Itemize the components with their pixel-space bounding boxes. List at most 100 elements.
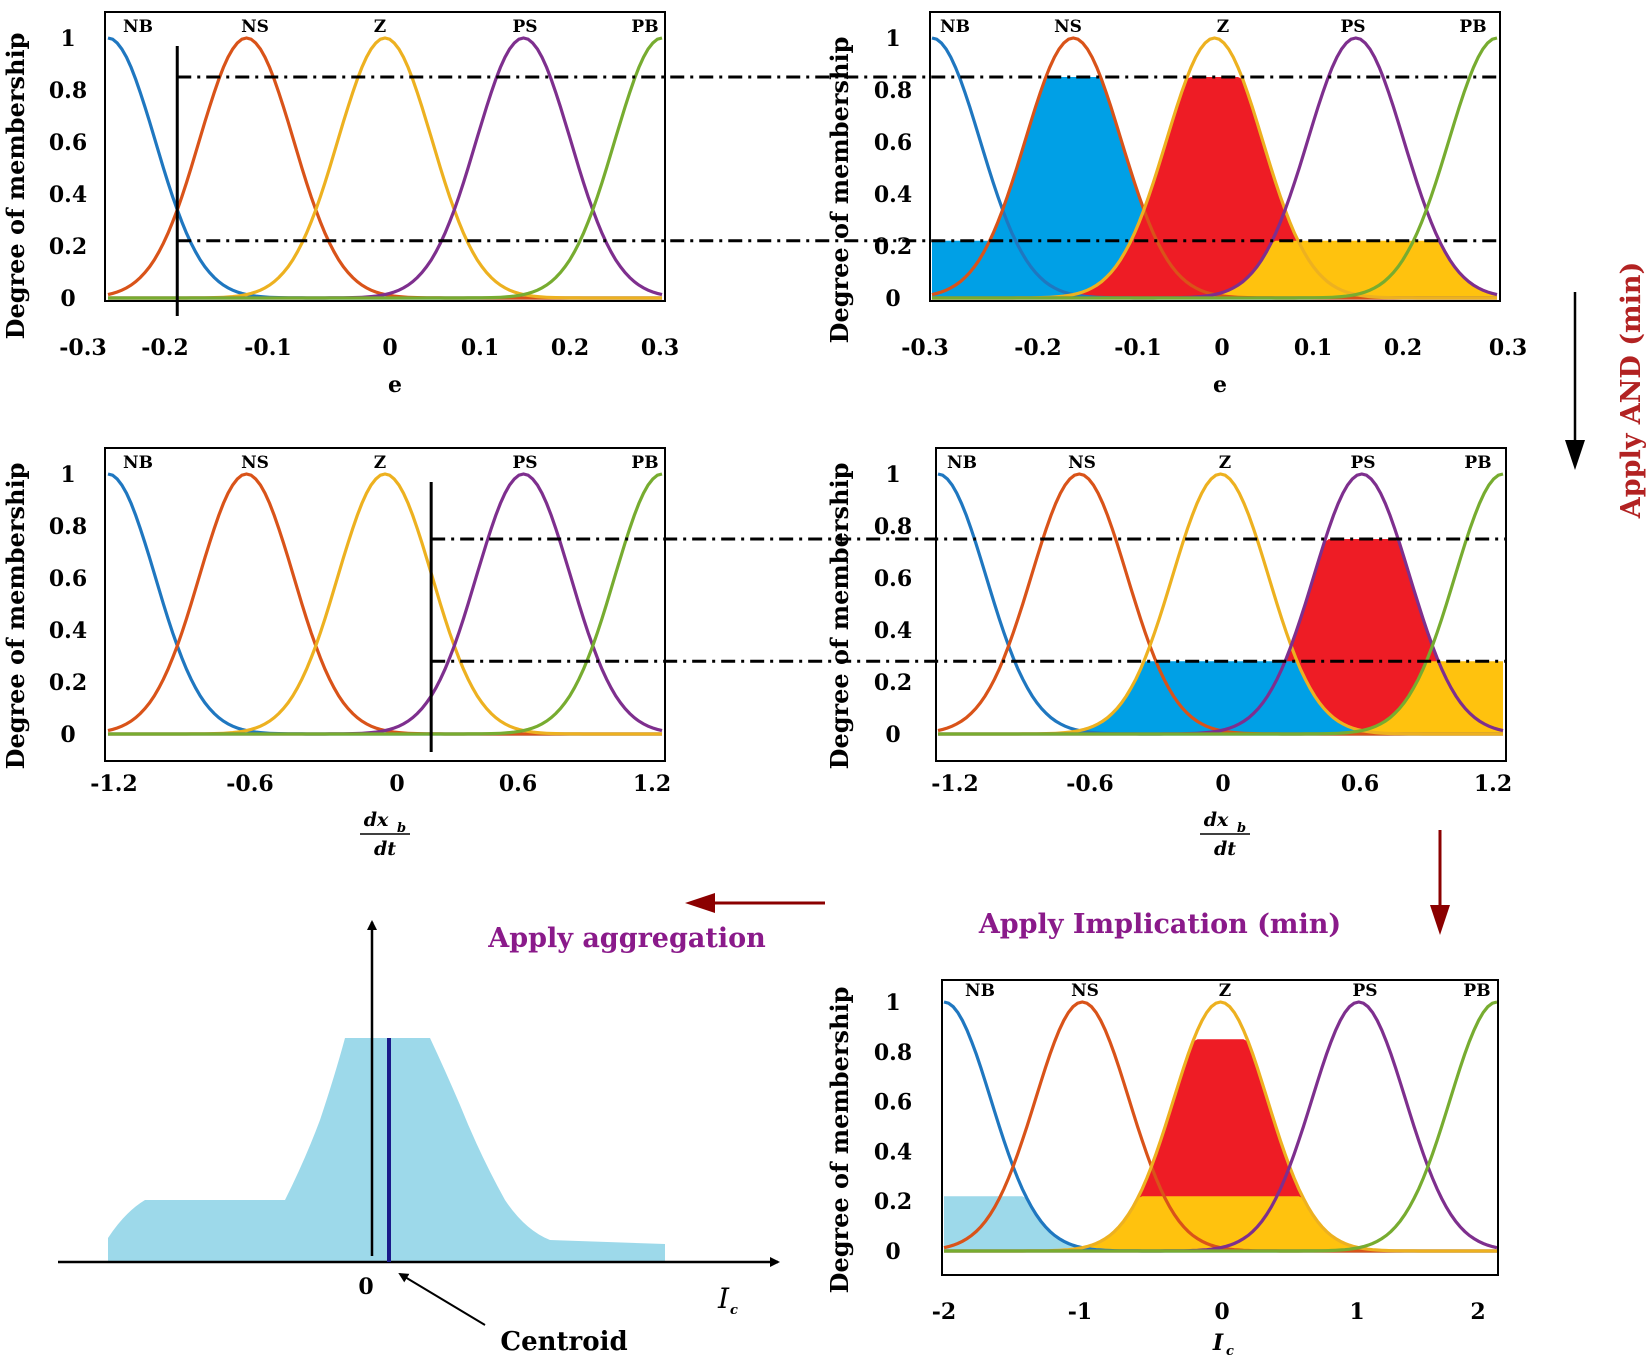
p5-mf-label-pb: PB [1463,981,1490,1001]
p2-y-tick-2: 0.4 [874,182,912,208]
p3-mf-label-nb: NB [123,453,153,473]
p1-x-tick-4: 0.1 [461,335,499,361]
panel-dx-rules-xlabel-den: dt [1214,838,1236,860]
p1-x-tick-6: 0.3 [641,335,679,361]
p4-mf-curve-pb [938,472,1504,736]
apply-implication-label: Apply Implication (min) [978,909,1341,940]
p3-mf-curve-pb [108,472,663,736]
p3-mf-label-ps: PS [512,453,537,473]
p4-y-tick-4: 0.8 [874,514,912,540]
apply-aggregation-label: Apply aggregation [487,923,766,954]
p2-y-tick-3: 0.6 [874,130,912,156]
p5-x-tick-2: 0 [1214,1299,1229,1325]
panel-ic-implication-xlabel: I c [1212,1330,1234,1357]
p1-x-tick-2: -0.1 [244,335,291,361]
p2-y-tick-5: 1 [885,26,900,52]
p1-y-tick-5: 1 [60,26,75,52]
p4-mf-label-z: Z [1219,453,1231,473]
projection-guides [175,46,1506,752]
p3-y-tick-5: 1 [60,462,75,488]
centroid-label: Centroid [500,1327,627,1357]
aggregation-plot: 0 I c Centroid [58,920,780,1357]
p2-mf-label-ps: PS [1340,17,1365,37]
p3-mf-label-z: Z [374,453,386,473]
p2-mf-label-ns: NS [1054,17,1082,37]
aggregation-axis-label-main: I [717,1282,730,1315]
p2-y-tick-4: 0.8 [874,78,912,104]
p4-rule-fill-1 [938,661,1503,734]
panel-dx-input: NB NS Z PS PB 0 0.2 0.4 0.6 0.8 1 -1.2 -0.6 0 0.6 1.2… [1,447,671,860]
p4-mf-label-pb: PB [1464,453,1491,473]
p5-y-tick-2: 0.4 [874,1139,912,1165]
p3-x-tick-1: -0.6 [226,771,273,797]
p1-x-tick-0: -0.3 [59,335,106,361]
panel-dx-rules-xlabel-sub: b [1237,821,1246,836]
p1-y-tick-3: 0.6 [49,130,87,156]
p3-y-tick-3: 0.6 [49,566,87,592]
centroid-pointer-arrow [398,1272,486,1326]
panel-ic-implication-xlabel-sub: c [1226,1344,1234,1357]
p4-mf-label-ns: NS [1068,453,1096,473]
p4-rule-fill-0 [938,539,1503,734]
p3-x-tick-3: 0.6 [499,771,537,797]
panel-e-input-ylabel: Degree of membership [1,33,30,340]
p5-x-tick-0: -2 [932,1299,956,1325]
p1-mf-curve-pb [108,36,663,300]
p1-mf-label-z: Z [374,17,386,37]
p3-mf-label-ns: NS [241,453,269,473]
aggregation-axis-label-sub: c [730,1303,738,1318]
panel-dx-input-ylabel: Degree of membership [1,463,30,770]
panel-dx-rules-ylabel: Degree of membership [825,463,854,770]
p5-y-tick-5: 1 [885,990,900,1016]
p3-y-tick-4: 0.8 [49,514,87,540]
p2-x-tick-6: 0.3 [1489,335,1527,361]
implication-flow-arrowhead [1430,905,1450,935]
panel-dx-input-xlabel-sub: b [397,821,406,836]
p1-mf-label-nb: NB [123,17,153,37]
aggregation-flow-arrowhead [685,893,715,913]
p3-y-tick-2: 0.4 [49,618,87,644]
p4-mf-label-nb: NB [947,453,977,473]
apply-and-label: Apply AND (min) [1616,262,1646,520]
p2-x-tick-3: 0 [1214,335,1229,361]
p3-y-tick-1: 0.2 [49,670,87,696]
p2-x-tick-5: 0.2 [1384,335,1422,361]
p2-mf-label-pb: PB [1459,17,1486,37]
panel-ic-implication: NB NS Z PS PB 0 0.2 0.4 0.6 0.8 1 -2 -1 0 1 2 Degree … [825,979,1499,1357]
p1-x-tick-3: 0 [382,335,397,361]
p1-x-tick-5: 0.2 [551,335,589,361]
p1-y-tick-2: 0.4 [49,182,87,208]
p5-mf-label-ps: PS [1352,981,1377,1001]
p1-mf-label-pb: PB [631,17,658,37]
p2-rule-fill-1 [932,77,1497,298]
p4-y-tick-0: 0 [885,722,900,748]
p5-x-tick-4: 2 [1470,1299,1485,1325]
p3-x-tick-0: -1.2 [90,771,137,797]
aggregated-output-area [108,1038,665,1262]
aggregation-origin-label: 0 [358,1274,373,1300]
panel-dx-rules-frame [935,447,1507,762]
p4-y-tick-5: 1 [885,462,900,488]
p5-y-tick-3: 0.6 [874,1090,912,1116]
p2-x-tick-1: -0.2 [1014,335,1061,361]
p4-y-tick-2: 0.4 [874,618,912,644]
panel-dx-rules-xlabel-num: dx [1204,809,1229,831]
p4-y-tick-1: 0.2 [874,670,912,696]
panel-ic-implication-xlabel-main: I [1212,1330,1224,1356]
p1-y-tick-1: 0.2 [49,234,87,260]
p4-y-tick-3: 0.6 [874,566,912,592]
p4-mf-label-ps: PS [1350,453,1375,473]
p1-y-tick-4: 0.8 [49,78,87,104]
p5-x-tick-3: 1 [1349,1299,1364,1325]
flow-annotations: Apply AND (min) Apply Implication (min) … [487,262,1646,954]
panel-e-input-xlabel: e [388,372,402,398]
aggregation-axis-label: I c [717,1282,738,1318]
p2-y-tick-1: 0.2 [874,234,912,260]
p4-x-tick-4: 1.2 [1474,771,1512,797]
panel-e-rules: NB NS Z PS PB 0 0.2 0.4 0.6 0.8 1 -0.3 -0.2 -0.1 0 0.… [825,11,1527,398]
panel-dx-input-xlabel: dx b dt [360,809,410,860]
p2-x-tick-4: 0.1 [1294,335,1332,361]
panel-e-input: NB NS Z PS PB 0 0.2 0.4 0.6 0.8 1 -0.3 -0.2 -0.1 0 0.… [1,11,679,398]
p2-mf-curve-pb [932,36,1498,300]
